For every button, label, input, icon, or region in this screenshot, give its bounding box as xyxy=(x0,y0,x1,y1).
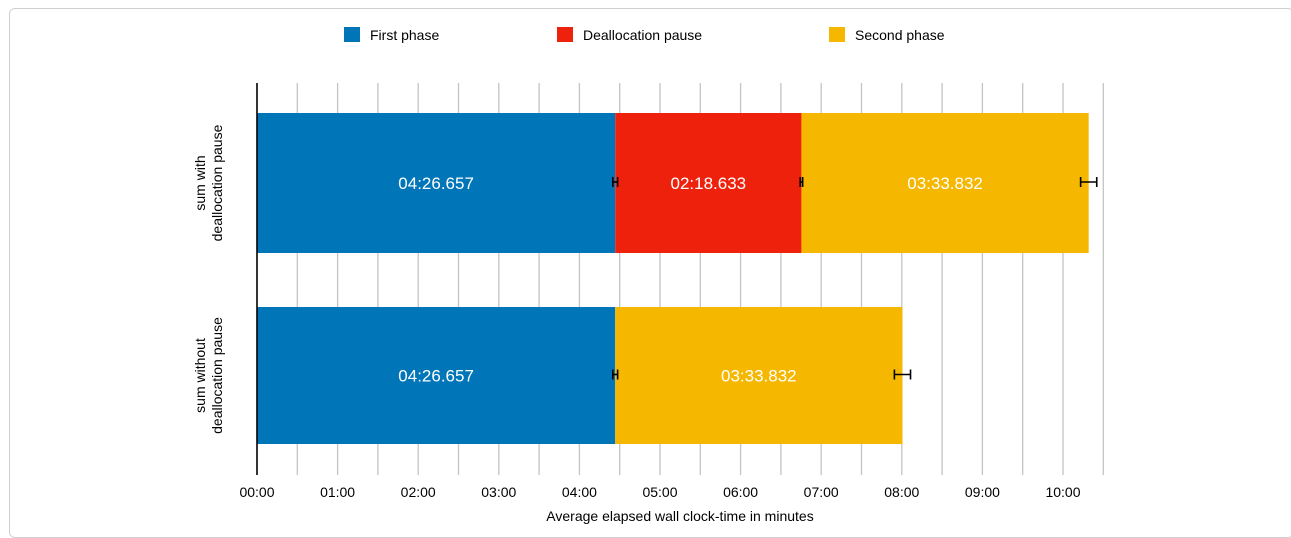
x-tick-label: 10:00 xyxy=(1045,484,1080,500)
data-label: 04:26.657 xyxy=(398,174,474,193)
x-axis-title: Average elapsed wall clock-time in minut… xyxy=(546,508,813,524)
x-tick-label: 09:00 xyxy=(965,484,1000,500)
x-tick-label: 03:00 xyxy=(481,484,516,500)
stacked-bar-chart: 04:26.657 02:18.633 03:33.832 04:26.657 03:3… xyxy=(192,27,1104,524)
x-tick-label: 06:00 xyxy=(723,484,758,500)
bar-segment xyxy=(257,113,616,253)
category-label: sum withdeallocation pause xyxy=(192,124,225,241)
category-label-line: deallocation pause xyxy=(209,124,225,241)
x-tick-label: 04:00 xyxy=(562,484,597,500)
legend-label: Deallocation pause xyxy=(583,27,702,43)
data-label: 04:26.657 xyxy=(398,367,474,386)
category-label-line: sum without xyxy=(192,338,208,413)
legend-label: First phase xyxy=(370,27,439,43)
category-label: sum withoutdeallocation pause xyxy=(192,317,225,434)
data-label: 03:33.832 xyxy=(907,174,983,193)
data-label: 02:18.633 xyxy=(671,174,747,193)
x-tick-label: 00:00 xyxy=(239,484,274,500)
x-tick-label: 01:00 xyxy=(320,484,355,500)
x-tick-label: 02:00 xyxy=(401,484,436,500)
data-label: 03:33.832 xyxy=(721,367,797,386)
legend-swatch xyxy=(557,27,573,42)
x-tick-label: 08:00 xyxy=(884,484,919,500)
bars: 04:26.657 02:18.633 03:33.832 04:26.657 03:3… xyxy=(257,113,1089,444)
error-bars xyxy=(611,177,1098,380)
legend-label: Second phase xyxy=(855,27,945,43)
legend-swatch xyxy=(829,27,845,42)
bar-segment xyxy=(257,307,616,444)
x-tick-label: 05:00 xyxy=(642,484,677,500)
legend-swatch xyxy=(344,27,360,42)
bar-segment xyxy=(615,307,903,444)
bar-segment xyxy=(615,113,802,253)
x-tick-label: 07:00 xyxy=(804,484,839,500)
bar-segment xyxy=(801,113,1089,253)
category-label-line: deallocation pause xyxy=(209,317,225,434)
legend: First phase Deallocation pause Second phas… xyxy=(344,27,945,43)
category-label-line: sum with xyxy=(192,155,208,210)
